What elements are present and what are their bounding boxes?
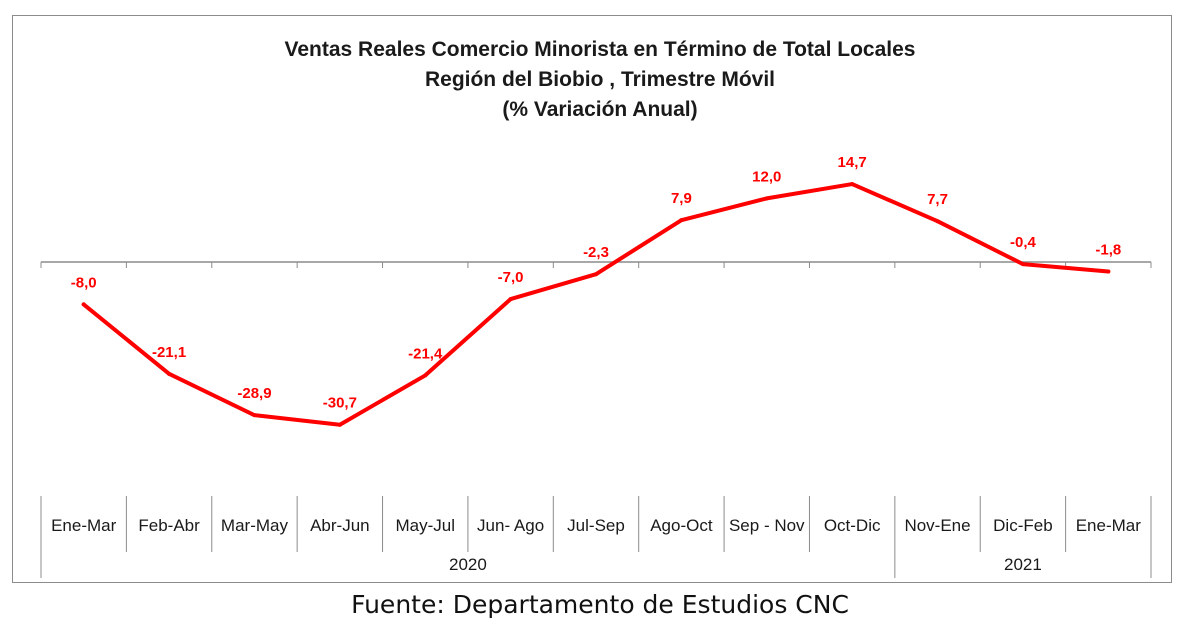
x-tick-label: Ene-Mar bbox=[51, 516, 117, 535]
data-point bbox=[850, 182, 855, 187]
data-point bbox=[1020, 262, 1025, 267]
data-point bbox=[252, 413, 257, 418]
x-tick-label: Sep - Nov bbox=[729, 516, 805, 535]
data-label: -30,7 bbox=[323, 395, 357, 412]
data-label: -1,8 bbox=[1095, 242, 1121, 259]
data-point bbox=[423, 373, 428, 378]
data-label: 7,7 bbox=[927, 191, 948, 208]
data-point bbox=[935, 219, 940, 224]
data-point bbox=[764, 196, 769, 201]
data-point bbox=[594, 272, 598, 277]
chart-title-line-2: Región del Biobio , Trimestre Móvil bbox=[424, 68, 776, 91]
data-label: 12,0 bbox=[752, 168, 781, 185]
data-label: -21,1 bbox=[152, 344, 186, 361]
x-tick-label: Mar-May bbox=[221, 516, 289, 535]
data-label: -7,0 bbox=[498, 269, 524, 286]
x-tick-label: Ago-Oct bbox=[650, 516, 713, 535]
data-label: -21,4 bbox=[408, 345, 443, 362]
x-tick-label: Nov-Ene bbox=[904, 516, 970, 535]
year-label: 2020 bbox=[449, 555, 487, 574]
data-point bbox=[508, 297, 513, 302]
x-tick-label: Oct-Dic bbox=[824, 516, 881, 535]
x-tick-label: Dic-Feb bbox=[993, 516, 1053, 535]
data-label: -2,3 bbox=[583, 244, 609, 261]
data-label: 14,7 bbox=[838, 154, 867, 171]
x-tick-label: Abr-Jun bbox=[310, 516, 370, 535]
data-point bbox=[679, 218, 684, 223]
data-label: -28,9 bbox=[237, 385, 271, 402]
source-note: Fuente: Departamento de Estudios CNC bbox=[351, 590, 849, 619]
x-tick-label: May-Jul bbox=[395, 516, 455, 535]
data-point bbox=[81, 302, 86, 307]
data-label: -8,0 bbox=[71, 274, 97, 291]
data-label: -0,4 bbox=[1010, 234, 1037, 251]
data-label: 7,9 bbox=[671, 190, 692, 207]
chart-title-line-3: (% Variación Anual) bbox=[502, 98, 698, 121]
year-label: 2021 bbox=[1004, 555, 1042, 574]
x-tick-label: Jun- Ago bbox=[477, 516, 544, 535]
chart-title-line-1: Ventas Reales Comercio Minorista en Térm… bbox=[284, 38, 916, 61]
data-point bbox=[1106, 269, 1111, 274]
x-tick-label: Ene-Mar bbox=[1076, 516, 1142, 535]
data-point bbox=[337, 422, 342, 427]
x-tick-label: Feb-Abr bbox=[138, 516, 200, 535]
chart-frame bbox=[12, 15, 1172, 583]
x-tick-label: Jul-Sep bbox=[567, 516, 625, 535]
data-point bbox=[167, 371, 172, 376]
